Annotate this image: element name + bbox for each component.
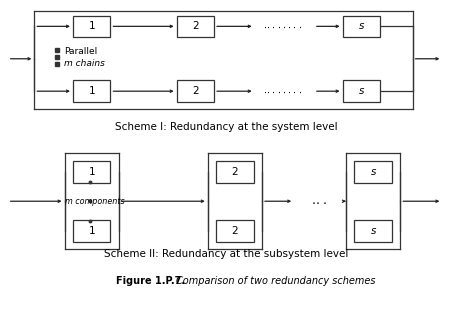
Text: Figure 1.P.7.: Figure 1.P.7. bbox=[116, 276, 185, 286]
Bar bbox=[177, 15, 214, 37]
Text: 2: 2 bbox=[192, 86, 199, 96]
Bar bbox=[216, 220, 254, 241]
Text: s: s bbox=[359, 86, 364, 96]
Bar bbox=[354, 220, 392, 241]
Bar bbox=[216, 161, 254, 183]
Text: $\cdot\!\cdot\!\cdot\!\cdot\!\cdot\!\cdot\!\cdot\!\cdot$: $\cdot\!\cdot\!\cdot\!\cdot\!\cdot\!\cdo… bbox=[263, 23, 302, 32]
Text: 2: 2 bbox=[231, 167, 238, 177]
Text: Comparison of two redundancy schemes: Comparison of two redundancy schemes bbox=[176, 276, 375, 286]
Bar bbox=[177, 80, 214, 102]
Text: s: s bbox=[371, 167, 376, 177]
Text: s: s bbox=[359, 21, 364, 31]
Text: Scheme I: Redundancy at the system level: Scheme I: Redundancy at the system level bbox=[115, 122, 337, 131]
Text: 1: 1 bbox=[88, 21, 95, 31]
Text: s: s bbox=[371, 226, 376, 236]
Text: $\cdot\!\cdot\!\cdot\!\cdot\!\cdot\!\cdot\!\cdot\!\cdot$: $\cdot\!\cdot\!\cdot\!\cdot\!\cdot\!\cdo… bbox=[263, 88, 302, 97]
Bar bbox=[73, 15, 111, 37]
Bar bbox=[73, 220, 111, 241]
Text: 2: 2 bbox=[192, 21, 199, 31]
Text: m chains: m chains bbox=[64, 59, 105, 68]
Text: 2: 2 bbox=[231, 226, 238, 236]
Text: 1: 1 bbox=[88, 86, 95, 96]
Bar bbox=[354, 161, 392, 183]
Bar bbox=[73, 80, 111, 102]
Bar bbox=[342, 15, 380, 37]
Text: 1: 1 bbox=[88, 167, 95, 177]
Text: 1: 1 bbox=[88, 226, 95, 236]
Text: $\cdot\!\cdot\!\cdot$: $\cdot\!\cdot\!\cdot$ bbox=[311, 196, 327, 209]
Bar bbox=[73, 161, 111, 183]
Text: Scheme II: Redundancy at the subsystem level: Scheme II: Redundancy at the subsystem l… bbox=[104, 249, 348, 259]
Text: Parallel: Parallel bbox=[64, 47, 97, 56]
Bar bbox=[342, 80, 380, 102]
Text: m components: m components bbox=[66, 197, 125, 206]
